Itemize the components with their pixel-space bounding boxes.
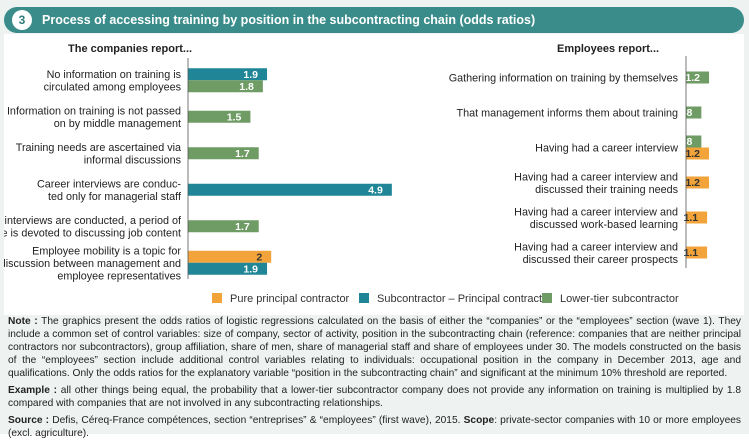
bar-companies-0-subcontractor xyxy=(188,68,268,81)
category-label-companies-4-1: time is devoted to discussing job conten… xyxy=(4,228,181,240)
bar-label-employees-4-principal: 1.1 xyxy=(684,212,699,224)
scope-label: Scope xyxy=(463,415,495,426)
example-label: Example : xyxy=(8,385,58,396)
example-text: all other things being equal, the probab… xyxy=(8,385,741,409)
category-label-employees-4-0: Having had a career interview and xyxy=(514,206,678,218)
category-label-employees-5-1: discussed their career prospects xyxy=(523,254,679,266)
category-label-companies-1-1: on by middle management xyxy=(54,118,181,130)
bar-label-employees-0-lower_tier: 1.2 xyxy=(685,72,700,84)
chart-area: The companies report... 1.9 1.8 No informat… xyxy=(4,34,744,315)
bar-label-companies-2-lower_tier: 1.7 xyxy=(235,148,250,160)
bar-label-employees-2-principal: 1.2 xyxy=(685,148,700,160)
category-label-companies-5-1: discussion between management and xyxy=(4,258,181,270)
category-label-employees-5-0: Having had a career interview and xyxy=(514,241,678,253)
category-label-employees-4-1: discussed work-based learning xyxy=(530,219,678,231)
bar-label-employees-1-lower_tier: 0.8 xyxy=(678,107,693,119)
category-label-companies-2-1: informal discussions xyxy=(84,155,182,167)
bar-label-employees-5-principal: 1.1 xyxy=(684,247,699,259)
bar-label-companies-5-principal: 2 xyxy=(256,251,262,263)
note-paragraph: Note : The graphics present the odds rat… xyxy=(8,315,741,380)
bar-companies-1-lower_tier xyxy=(188,110,251,123)
legend-swatch-principal xyxy=(212,293,222,303)
charts-svg: The companies report...1.91.8No informat… xyxy=(4,43,710,282)
bar-companies-5-subcontractor xyxy=(188,262,268,275)
bar-companies-3-subcontractor xyxy=(188,183,392,196)
category-label-companies-1-0: Information on training is not passed xyxy=(7,106,181,118)
category-label-employees-3-0: Having had a career interview and xyxy=(514,171,678,183)
category-label-companies-3-0: Career interviews are conduc- xyxy=(37,179,181,191)
bar-label-employees-3-principal: 1.2 xyxy=(685,177,700,189)
bar-companies-0-lower_tier xyxy=(188,80,263,93)
source-label: Source : xyxy=(8,415,50,426)
legend: Pure principal contractor Subcontractor … xyxy=(4,290,744,310)
bar-employees-2-principal xyxy=(686,147,710,160)
category-label-employees-2-0: Having had a career interview xyxy=(535,143,678,155)
legend-label-principal: Pure principal contractor xyxy=(230,293,350,305)
category-label-companies-4-0: If interviews are conducted, a period of xyxy=(4,215,182,227)
note-text: The graphics present the odds ratios of … xyxy=(8,316,741,379)
bar-label-companies-0-subcontractor: 1.9 xyxy=(243,69,258,81)
category-label-employees-3-1: discussed their training needs xyxy=(535,184,678,196)
bar-employees-4-principal xyxy=(686,211,708,224)
legend-label-lower-tier: Lower-tier subcontractor xyxy=(560,293,679,305)
example-paragraph: Example : all other things being equal, … xyxy=(8,384,741,410)
category-label-companies-0-0: No information on training is xyxy=(47,69,182,81)
bar-label-companies-5-subcontractor: 1.9 xyxy=(243,263,258,275)
legend-item-subcontractor: Subcontractor – Principal contractor xyxy=(359,293,552,305)
figure-number-badge: 3 xyxy=(12,10,32,30)
legend-swatch-subcontractor xyxy=(359,293,369,303)
panel-title-companies: The companies report... xyxy=(68,43,192,55)
bar-companies-5-principal xyxy=(188,250,272,263)
bar-companies-2-lower_tier xyxy=(188,147,259,160)
source-text: Defis, Céreq-France compétences, section… xyxy=(49,415,464,426)
bar-employees-2-lower_tier xyxy=(686,135,702,148)
bar-label-employees-2-lower_tier: 0.8 xyxy=(678,136,693,148)
category-label-companies-0-1: circulated among employees xyxy=(44,82,182,94)
bar-label-companies-1-lower_tier: 1.5 xyxy=(227,111,242,123)
legend-swatch-lower-tier xyxy=(542,293,552,303)
bar-employees-3-principal xyxy=(686,176,710,189)
bar-label-companies-3-subcontractor: 4.9 xyxy=(368,184,383,196)
category-label-employees-0-0: Gathering information on training by the… xyxy=(449,73,679,85)
figure-header: 3 Process of accessing training by posit… xyxy=(4,7,744,33)
bar-employees-0-lower_tier xyxy=(686,71,710,84)
bar-employees-1-lower_tier xyxy=(686,106,702,119)
panel-title-employees: Employees report... xyxy=(557,43,659,55)
category-label-companies-5-0: Employee mobility is a topic for xyxy=(32,245,181,257)
source-paragraph: Source : Defis, Céreq-France compétences… xyxy=(8,414,741,440)
bar-companies-4-lower_tier xyxy=(188,220,259,233)
category-label-companies-5-2: employee representatives xyxy=(57,270,181,282)
category-label-companies-2-0: Training needs are ascertained via xyxy=(16,142,181,154)
bar-employees-5-principal xyxy=(686,246,708,259)
bar-label-companies-0-lower_tier: 1.8 xyxy=(239,81,254,93)
figure-title: Process of accessing training by positio… xyxy=(42,13,536,27)
legend-item-lower-tier: Lower-tier subcontractor xyxy=(542,293,679,305)
notes-block: Note : The graphics present the odds rat… xyxy=(8,315,741,444)
bar-label-companies-4-lower_tier: 1.7 xyxy=(235,221,250,233)
category-label-employees-1-0: That management informs them about train… xyxy=(457,108,678,120)
category-label-companies-3-1: ted only for managerial staff xyxy=(48,191,182,203)
note-label: Note : xyxy=(8,316,38,327)
legend-label-subcontractor: Subcontractor – Principal contractor xyxy=(377,293,552,305)
legend-item-principal: Pure principal contractor xyxy=(212,293,349,305)
